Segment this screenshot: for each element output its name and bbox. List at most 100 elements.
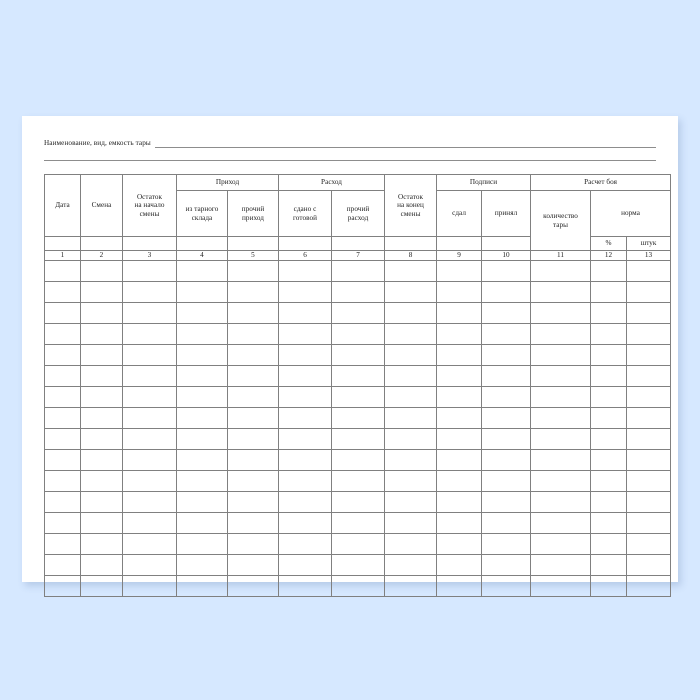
table-cell[interactable] (481, 281, 532, 303)
table-cell[interactable] (590, 302, 628, 324)
table-cell[interactable] (226, 449, 280, 471)
table-cell[interactable] (530, 470, 592, 492)
table-cell[interactable] (626, 407, 672, 429)
table-cell[interactable] (80, 554, 123, 576)
table-cell[interactable] (80, 512, 123, 534)
table-cell[interactable] (481, 386, 532, 408)
table-cell[interactable] (122, 449, 177, 471)
table-cell[interactable] (626, 344, 672, 366)
table-cell[interactable] (278, 344, 333, 366)
table-cell[interactable] (481, 575, 532, 597)
table-cell[interactable] (80, 365, 123, 387)
table-cell[interactable] (331, 575, 386, 597)
caption-fill-line-2[interactable] (44, 160, 656, 161)
table-cell[interactable] (530, 344, 592, 366)
table-cell[interactable] (122, 386, 177, 408)
table-cell[interactable] (122, 365, 177, 387)
table-cell[interactable] (176, 323, 228, 345)
table-cell[interactable] (122, 323, 177, 345)
table-cell[interactable] (278, 281, 333, 303)
table-cell[interactable] (44, 323, 81, 345)
table-cell[interactable] (436, 491, 483, 513)
table-cell[interactable] (626, 575, 672, 597)
table-cell[interactable] (176, 554, 228, 576)
table-cell[interactable] (436, 470, 483, 492)
table-cell[interactable] (436, 365, 483, 387)
table-cell[interactable] (122, 554, 177, 576)
table-cell[interactable] (226, 365, 280, 387)
table-cell[interactable] (80, 260, 123, 282)
table-cell[interactable] (590, 260, 628, 282)
table-cell[interactable] (626, 512, 672, 534)
table-cell[interactable] (530, 260, 592, 282)
table-cell[interactable] (530, 281, 592, 303)
table-cell[interactable] (481, 533, 532, 555)
table-cell[interactable] (176, 575, 228, 597)
table-cell[interactable] (384, 260, 438, 282)
table-cell[interactable] (384, 344, 438, 366)
table-cell[interactable] (436, 323, 483, 345)
table-cell[interactable] (80, 386, 123, 408)
table-cell[interactable] (44, 428, 81, 450)
table-cell[interactable] (590, 575, 628, 597)
table-cell[interactable] (481, 407, 532, 429)
table-cell[interactable] (530, 512, 592, 534)
table-cell[interactable] (331, 260, 386, 282)
table-cell[interactable] (530, 365, 592, 387)
table-cell[interactable] (44, 554, 81, 576)
table-cell[interactable] (176, 512, 228, 534)
table-cell[interactable] (44, 470, 81, 492)
table-cell[interactable] (80, 407, 123, 429)
table-cell[interactable] (626, 449, 672, 471)
table-cell[interactable] (590, 512, 628, 534)
table-cell[interactable] (80, 575, 123, 597)
table-cell[interactable] (278, 428, 333, 450)
table-cell[interactable] (626, 428, 672, 450)
table-cell[interactable] (80, 302, 123, 324)
table-cell[interactable] (436, 407, 483, 429)
table-cell[interactable] (626, 260, 672, 282)
table-cell[interactable] (590, 470, 628, 492)
table-cell[interactable] (44, 512, 81, 534)
table-cell[interactable] (176, 365, 228, 387)
table-cell[interactable] (384, 533, 438, 555)
table-cell[interactable] (278, 554, 333, 576)
table-cell[interactable] (44, 449, 81, 471)
table-cell[interactable] (590, 449, 628, 471)
table-cell[interactable] (384, 470, 438, 492)
table-cell[interactable] (436, 281, 483, 303)
table-cell[interactable] (44, 575, 81, 597)
table-cell[interactable] (331, 323, 386, 345)
table-cell[interactable] (80, 491, 123, 513)
table-cell[interactable] (44, 407, 81, 429)
table-cell[interactable] (590, 344, 628, 366)
table-cell[interactable] (176, 260, 228, 282)
table-cell[interactable] (436, 575, 483, 597)
table-cell[interactable] (278, 302, 333, 324)
table-cell[interactable] (530, 386, 592, 408)
table-cell[interactable] (481, 470, 532, 492)
table-cell[interactable] (122, 491, 177, 513)
table-cell[interactable] (226, 260, 280, 282)
table-cell[interactable] (44, 365, 81, 387)
table-cell[interactable] (626, 554, 672, 576)
table-cell[interactable] (626, 365, 672, 387)
table-cell[interactable] (384, 407, 438, 429)
table-cell[interactable] (384, 449, 438, 471)
table-cell[interactable] (278, 386, 333, 408)
table-cell[interactable] (226, 428, 280, 450)
table-cell[interactable] (176, 407, 228, 429)
table-cell[interactable] (80, 344, 123, 366)
table-cell[interactable] (44, 344, 81, 366)
table-cell[interactable] (436, 554, 483, 576)
table-cell[interactable] (530, 428, 592, 450)
table-cell[interactable] (278, 365, 333, 387)
table-cell[interactable] (80, 533, 123, 555)
table-cell[interactable] (226, 575, 280, 597)
table-cell[interactable] (530, 491, 592, 513)
table-cell[interactable] (176, 491, 228, 513)
table-cell[interactable] (331, 365, 386, 387)
table-cell[interactable] (436, 260, 483, 282)
table-cell[interactable] (590, 554, 628, 576)
table-cell[interactable] (331, 407, 386, 429)
